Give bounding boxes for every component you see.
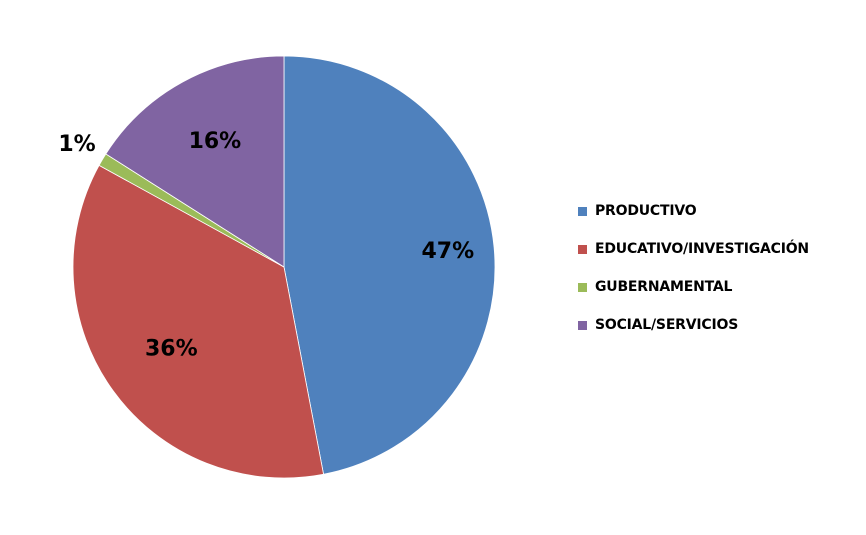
legend-swatch-educativo xyxy=(578,244,587,254)
data-label-productivo: 47% xyxy=(421,239,474,264)
legend-label-productivo: PRODUCTIVO xyxy=(595,203,697,219)
legend-swatch-productivo xyxy=(578,206,587,216)
pie-slice-educativo-investigaci-n xyxy=(72,164,325,479)
data-label-social-servicios: 16% xyxy=(189,129,242,154)
legend-label-social: SOCIAL/SERVICIOS xyxy=(595,317,739,333)
legend-swatch-social xyxy=(578,320,587,330)
pie-slices xyxy=(72,55,496,479)
legend-swatch-gubernamental xyxy=(578,282,587,292)
chart-legend: PRODUCTIVO EDUCATIVO/INVESTIGACIÓN GUBER… xyxy=(578,200,858,352)
legend-item-productivo: PRODUCTIVO xyxy=(578,200,858,222)
data-label-educativo-investigaci-n: 36% xyxy=(145,336,198,361)
legend-label-educativo: EDUCATIVO/INVESTIGACIÓN xyxy=(595,241,809,257)
legend-item-gubernamental: GUBERNAMENTAL xyxy=(578,276,858,298)
legend-label-gubernamental: GUBERNAMENTAL xyxy=(595,279,733,295)
pie-slice-productivo xyxy=(283,55,496,475)
legend-item-social: SOCIAL/SERVICIOS xyxy=(578,314,858,336)
pie-data-labels: 47% 36% 1% 16% xyxy=(58,129,474,362)
legend-item-educativo: EDUCATIVO/INVESTIGACIÓN xyxy=(578,238,858,260)
pie-slice-social-servicios xyxy=(105,55,285,268)
data-label-gubernamental: 1% xyxy=(58,132,95,157)
